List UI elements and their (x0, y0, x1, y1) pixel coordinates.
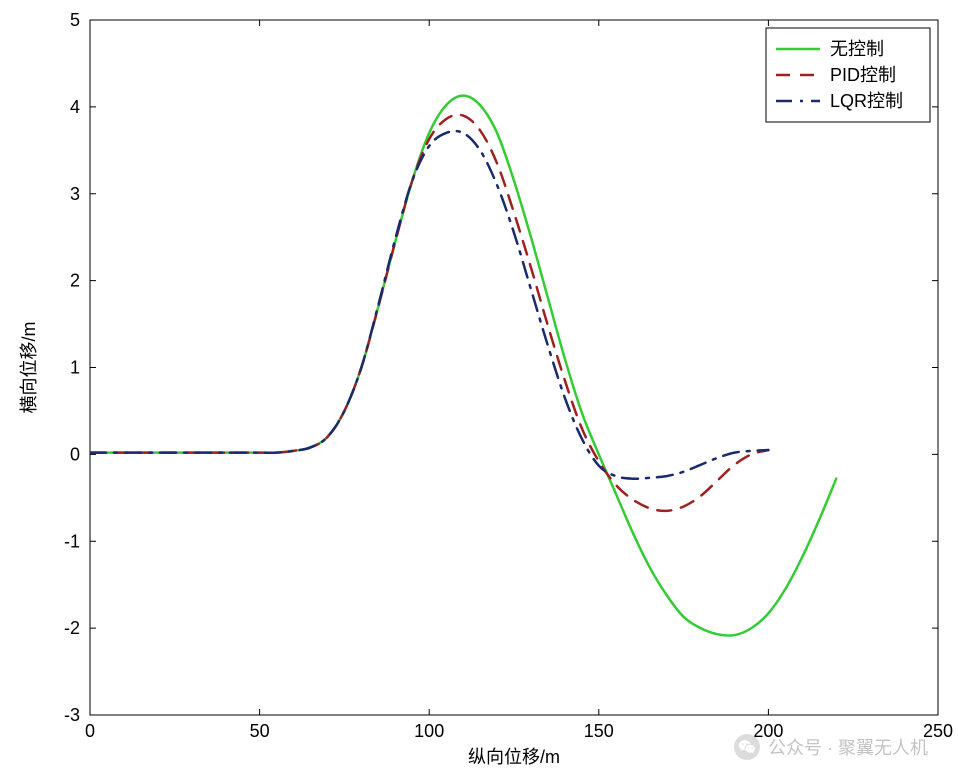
series-lqr_control (90, 131, 768, 479)
wechat-icon (734, 734, 760, 760)
watermark: 公众号 · 聚翼无人机 (734, 734, 928, 760)
series-no_control (90, 96, 836, 636)
y-tick-label: 2 (70, 271, 80, 291)
legend-label: 无控制 (830, 39, 884, 59)
y-tick-label: 0 (70, 444, 80, 464)
x-tick-label: 100 (414, 721, 444, 741)
legend-label: PID控制 (830, 65, 896, 85)
plot-box (90, 20, 938, 715)
y-tick-label: 5 (70, 10, 80, 30)
x-tick-label: 50 (250, 721, 270, 741)
legend-label: LQR控制 (830, 91, 903, 111)
y-tick-label: 4 (70, 97, 80, 117)
x-tick-label: 0 (85, 721, 95, 741)
chart-container: 050100150200250-3-2-1012345纵向位移/m横向位移/m无… (0, 0, 958, 772)
y-axis-label: 横向位移/m (19, 322, 39, 414)
y-tick-label: -2 (64, 618, 80, 638)
line-chart: 050100150200250-3-2-1012345纵向位移/m横向位移/m无… (0, 0, 958, 772)
x-tick-label: 150 (584, 721, 614, 741)
y-tick-label: -3 (64, 705, 80, 725)
series-pid_control (90, 115, 768, 511)
y-tick-label: 1 (70, 358, 80, 378)
x-axis-label: 纵向位移/m (468, 747, 560, 767)
y-tick-label: -1 (64, 531, 80, 551)
watermark-text: 公众号 · 聚翼无人机 (768, 734, 928, 760)
y-tick-label: 3 (70, 184, 80, 204)
